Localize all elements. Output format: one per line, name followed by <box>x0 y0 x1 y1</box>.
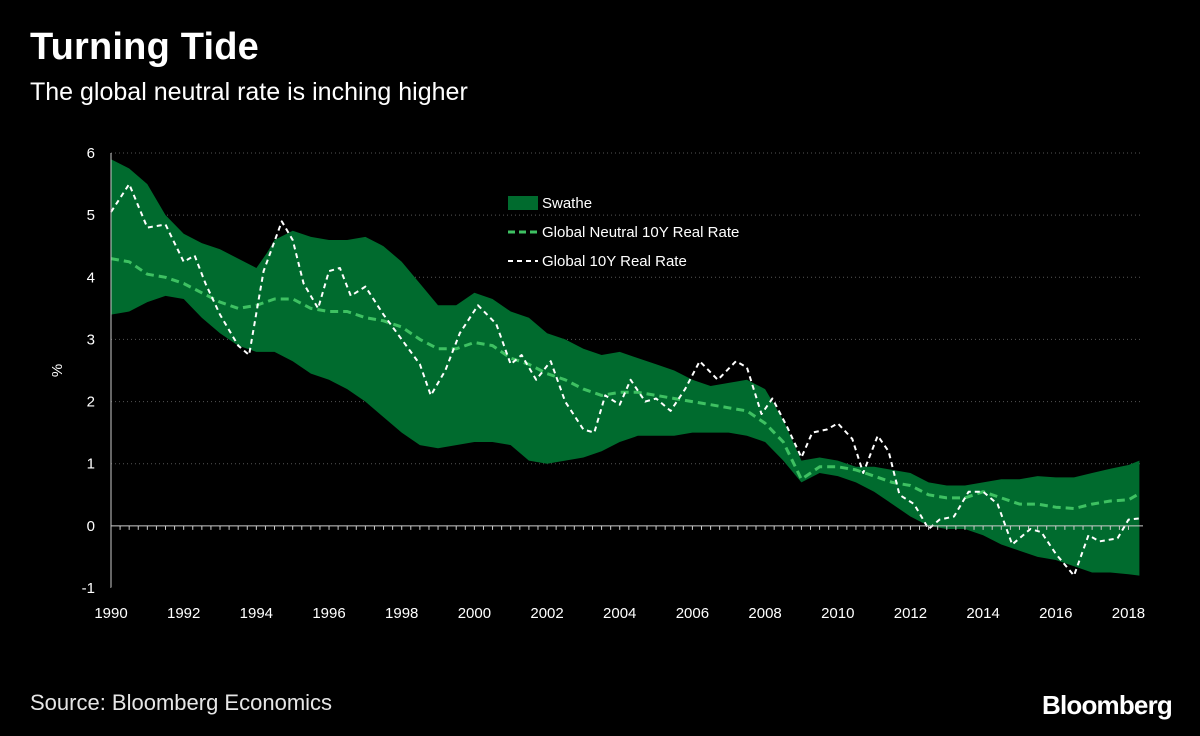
neutral-rate-line <box>110 257 1141 510</box>
swathe-band <box>111 159 1140 576</box>
chart-subtitle: The global neutral rate is inching highe… <box>30 78 468 106</box>
y-tick-label: 1 <box>87 456 95 473</box>
y-tick-label: 4 <box>87 269 95 286</box>
chart-title: Turning Tide <box>30 26 259 68</box>
y-tick-label: 2 <box>87 394 95 411</box>
swathe-area <box>111 159 1140 576</box>
y-tick-label: 0 <box>87 518 95 535</box>
x-tick-label: 2002 <box>530 605 563 622</box>
y-axis-label: % <box>49 364 66 377</box>
y-tick-label: 5 <box>87 207 95 224</box>
y-tick-label: -1 <box>82 580 95 597</box>
x-tick-label: 2018 <box>1112 605 1145 622</box>
real-rate-line <box>110 183 1140 577</box>
y-tick-label: 3 <box>87 331 95 348</box>
x-tick-label: 2016 <box>1039 605 1072 622</box>
gridlines <box>111 152 1143 465</box>
y-tick-label: 6 <box>87 145 95 162</box>
x-tick-label: 2012 <box>894 605 927 622</box>
x-tick-label: 1994 <box>240 605 273 622</box>
x-tick-label: 2008 <box>748 605 781 622</box>
bloomberg-logo: Bloomberg <box>1041 690 1173 720</box>
x-tick-label: 2014 <box>966 605 999 622</box>
legend-label-swathe: Swathe <box>542 195 592 212</box>
legend-swatch-swathe <box>508 196 538 210</box>
x-tick-label: 1990 <box>94 605 127 622</box>
legend-label-neutral: Global Neutral 10Y Real Rate <box>542 224 739 241</box>
source-note: Source: Bloomberg Economics <box>30 690 333 715</box>
series-lines <box>110 183 1141 577</box>
legend: Swathe Global Neutral 10Y Real Rate Global… <box>508 195 739 270</box>
x-tick-label: 2004 <box>603 605 636 622</box>
axes: -1 0 1 2 3 4 5 6% 1990 1992 1994 1996 1998 2000 2002 20… <box>49 145 1145 622</box>
x-tick-label: 1998 <box>385 605 418 622</box>
x-tick-label: 1996 <box>312 605 345 622</box>
x-tick-label: 2000 <box>458 605 491 622</box>
x-tick-label: 2006 <box>676 605 709 622</box>
x-tick-label: 1992 <box>167 605 200 622</box>
legend-label-real: Global 10Y Real Rate <box>542 253 687 270</box>
x-tick-label: 2010 <box>821 605 854 622</box>
